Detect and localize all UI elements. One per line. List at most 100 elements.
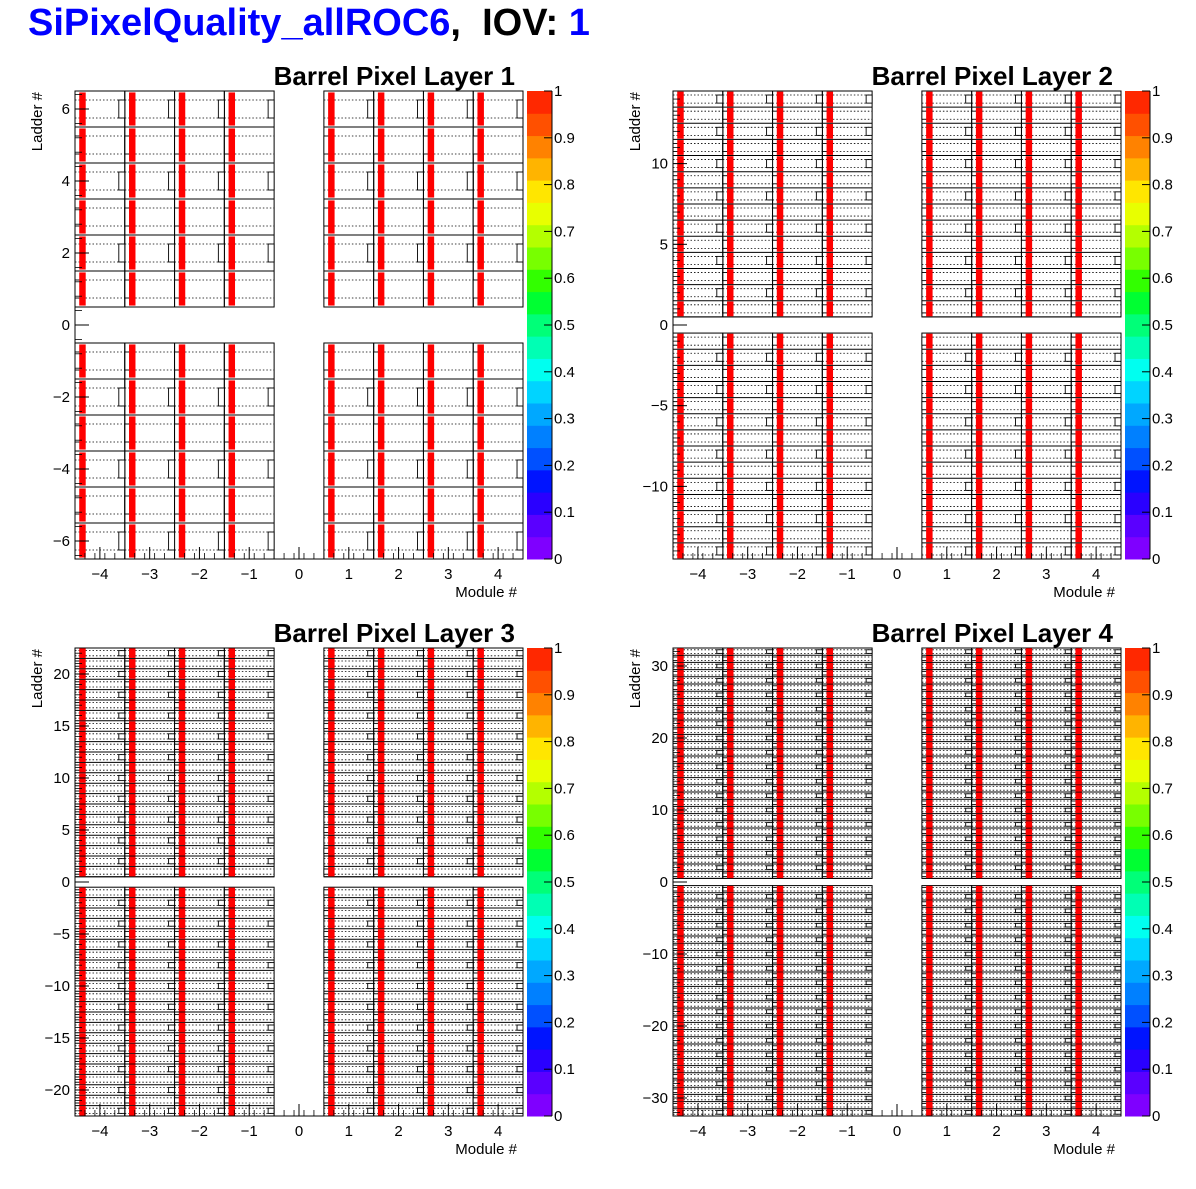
masked-roc-marker [1075, 495, 1081, 510]
module-tab [816, 1010, 822, 1014]
masked-roc-marker [477, 164, 483, 197]
masked-roc-marker [328, 856, 334, 866]
masked-roc-marker [477, 669, 483, 679]
masked-roc-marker [229, 1033, 235, 1043]
module-tab [767, 808, 773, 812]
masked-roc-marker [229, 752, 235, 762]
masked-roc-marker [428, 690, 434, 700]
masked-roc-marker [477, 836, 483, 846]
masked-roc-marker [179, 940, 185, 950]
masked-roc-marker [179, 488, 185, 521]
module-tab [119, 651, 125, 656]
masked-roc-marker [727, 742, 733, 749]
y-tick-label: −10 [643, 478, 668, 495]
module-tab [517, 817, 523, 822]
masked-roc-marker [777, 670, 783, 677]
masked-roc-marker [727, 237, 733, 252]
color-bar-band [527, 893, 552, 916]
masked-roc-marker [229, 804, 235, 814]
masked-roc-marker [827, 648, 833, 655]
masked-roc-marker [179, 1054, 185, 1064]
masked-roc-marker [727, 843, 733, 850]
masked-roc-marker [378, 1002, 384, 1012]
masked-roc-marker [827, 987, 833, 994]
masked-roc-marker [378, 929, 384, 939]
masked-roc-marker [129, 524, 135, 557]
masked-roc-marker [1026, 495, 1032, 510]
masked-roc-marker [827, 871, 833, 878]
module-tab [517, 1004, 523, 1009]
module-tab [767, 95, 773, 103]
module-tab [169, 532, 175, 550]
masked-roc-marker [777, 857, 783, 864]
masked-roc-marker [229, 488, 235, 521]
module-tab [368, 1004, 374, 1009]
masked-roc-marker [777, 994, 783, 1001]
module-tab [966, 450, 972, 458]
module-tab [816, 1024, 822, 1028]
module-tab [966, 353, 972, 361]
masked-roc-marker [1075, 221, 1081, 236]
masked-roc-marker [976, 92, 982, 107]
module-tab [218, 713, 224, 718]
masked-roc-marker [79, 416, 85, 449]
masked-roc-marker [328, 836, 334, 846]
masked-roc-marker [378, 981, 384, 991]
masked-roc-marker [179, 1044, 185, 1054]
module-tab [218, 1025, 224, 1030]
masked-roc-marker [378, 794, 384, 804]
masked-roc-marker [179, 128, 185, 161]
color-bar: 00.10.20.30.40.50.60.70.80.91 [527, 640, 575, 1125]
masked-roc-marker [477, 825, 483, 835]
masked-roc-marker [926, 108, 932, 123]
masked-roc-marker [129, 752, 135, 762]
color-bar-band [527, 470, 552, 493]
masked-roc-marker [378, 763, 384, 773]
module-tab [268, 734, 274, 739]
module-tab [467, 651, 473, 656]
masked-roc-marker [727, 1066, 733, 1073]
masked-roc-marker [179, 836, 185, 846]
masked-roc-marker [179, 856, 185, 866]
module-tab [218, 244, 224, 262]
module-tab [1065, 127, 1071, 135]
masked-roc-marker [229, 1064, 235, 1074]
masked-roc-marker [328, 1054, 334, 1064]
masked-roc-marker [328, 960, 334, 970]
masked-roc-marker [777, 691, 783, 698]
masked-roc-marker [328, 940, 334, 950]
module-tab [966, 547, 972, 555]
module-tab [816, 751, 822, 755]
masked-roc-marker [727, 1030, 733, 1037]
masked-roc-marker [129, 898, 135, 908]
color-bar-band [527, 915, 552, 938]
module-tab [467, 775, 473, 780]
masked-roc-marker [777, 792, 783, 799]
masked-roc-marker [727, 463, 733, 478]
masked-roc-marker [229, 846, 235, 856]
masked-roc-marker [777, 749, 783, 756]
masked-roc-marker [179, 680, 185, 690]
masked-roc-marker [229, 700, 235, 710]
module-tab [717, 95, 723, 103]
masked-roc-marker [229, 648, 235, 658]
module-tab [767, 1039, 773, 1043]
masked-roc-marker [777, 843, 783, 850]
masked-roc-marker [677, 1030, 683, 1037]
masked-roc-marker [328, 898, 334, 908]
masked-roc-marker [378, 846, 384, 856]
module-tab [169, 100, 175, 118]
masked-roc-marker [976, 366, 982, 381]
masked-roc-marker [378, 659, 384, 669]
masked-roc-marker [378, 648, 384, 658]
module-tab [866, 95, 872, 103]
masked-roc-marker [229, 960, 235, 970]
masked-roc-marker [1026, 269, 1032, 284]
module-tab [717, 160, 723, 168]
module-tab [517, 775, 523, 780]
module-tab [268, 859, 274, 864]
module-tab [866, 1010, 872, 1014]
module-tab [717, 353, 723, 361]
module-tab [767, 1067, 773, 1071]
masked-roc-marker [727, 735, 733, 742]
